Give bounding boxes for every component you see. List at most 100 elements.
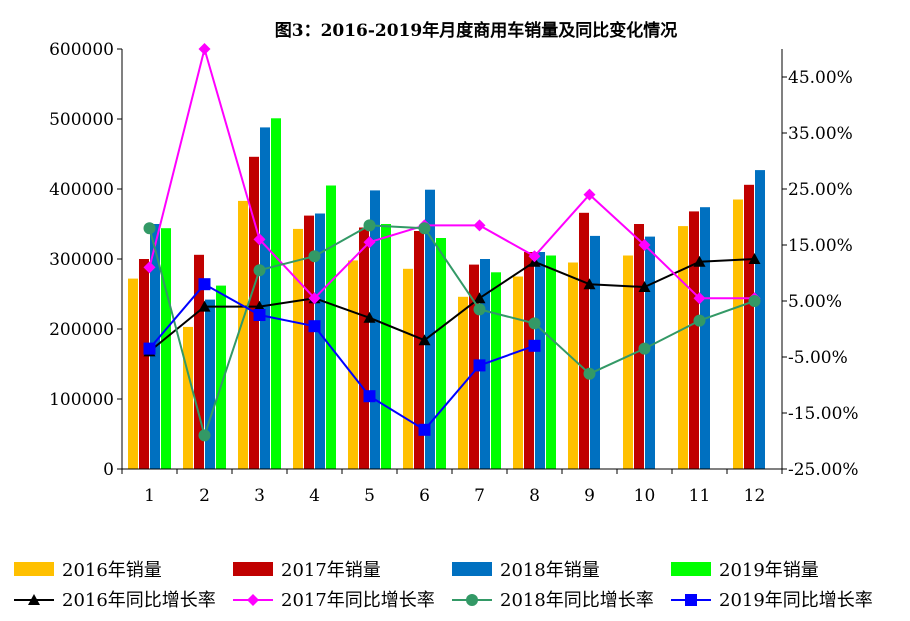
x-tick-label: 9	[584, 486, 595, 506]
y-right-tick-label: 35.00%	[788, 124, 853, 144]
legend-bar-swatch-3	[452, 562, 492, 576]
legend-line-marker-4	[685, 594, 697, 606]
bar-3-8	[535, 252, 545, 469]
line-1-point-12	[748, 253, 761, 264]
bar-3-12	[755, 170, 765, 469]
y-right-tick-label: 15.00%	[788, 236, 853, 256]
y-left-tick-label: 0	[103, 460, 114, 480]
legend-bar-swatch-1	[14, 562, 54, 576]
legend-bar-label-4: 2019年销量	[719, 560, 819, 581]
line-4-point-5	[363, 390, 376, 403]
legend-bar-label-3: 2018年销量	[500, 560, 600, 581]
line-3-point-5	[363, 219, 376, 232]
axes-layer: 0 100000 200000 300000 400000 500000 600000 -25…	[49, 40, 858, 506]
line-3-point-9	[583, 367, 596, 380]
line-1-point-10	[638, 281, 651, 292]
bar-3-9	[590, 235, 600, 469]
line-2-point-2	[198, 43, 211, 55]
bar-2-11	[689, 211, 699, 469]
line-2-point-11	[693, 292, 706, 305]
legend-line-marker-2	[247, 594, 259, 606]
y-left-tick-label: 500000	[49, 110, 114, 130]
chart-title: 图3：2016-2019年月度商用车销量及同比变化情况	[275, 20, 678, 41]
bar-1-10	[623, 255, 633, 469]
legend-line-label-4: 2019年同比增长率	[719, 590, 873, 611]
line-1-point-9	[583, 278, 596, 290]
lines-layer	[143, 43, 761, 442]
bar-2-5	[359, 227, 369, 469]
legend-line-label-1: 2016年同比增长率	[62, 590, 216, 611]
legend-bar-label-1: 2016年销量	[62, 560, 162, 581]
bar-1-9	[568, 262, 578, 469]
bar-1-6	[403, 268, 413, 469]
x-tick-label: 7	[474, 486, 485, 506]
bar-4-6	[436, 238, 446, 469]
line-series-4	[148, 283, 535, 431]
line-4-point-6	[418, 423, 431, 436]
bar-2-6	[414, 231, 424, 469]
line-3-point-4	[308, 250, 321, 263]
x-tick-label: 10	[634, 486, 656, 506]
line-2-point-4	[308, 292, 321, 305]
x-tick-label: 3	[254, 486, 265, 506]
y-left-tick-label: 200000	[49, 320, 114, 340]
line-2-point-9	[583, 188, 596, 201]
line-2-point-5	[363, 236, 376, 249]
y-left-tick-label: 300000	[49, 250, 114, 270]
line-1-point-3	[253, 300, 266, 312]
bar-2-12	[744, 184, 754, 470]
legend-line-marker-3	[466, 594, 478, 606]
line-2-point-1	[143, 261, 156, 274]
bar-3-10	[645, 236, 655, 469]
bar-1-11	[678, 226, 688, 469]
line-4-point-8	[528, 339, 541, 352]
x-tick-label: 5	[364, 486, 375, 506]
bar-3-3	[260, 127, 270, 470]
line-4-point-1	[143, 342, 156, 355]
bar-4-4	[326, 185, 336, 469]
y-right-tick-label: 5.00%	[788, 292, 842, 312]
line-2-point-10	[638, 239, 651, 251]
bar-4-8	[546, 255, 556, 469]
legend: 2016年销量 2017年销量 2018年销量 2019年销量 2016年同比增长率 20…	[14, 560, 873, 611]
line-2-point-8	[528, 250, 541, 263]
bar-1-3	[238, 200, 248, 469]
bar-1-1	[128, 278, 138, 469]
x-tick-label: 1	[144, 486, 155, 506]
bar-2-1	[139, 259, 149, 469]
bar-3-4	[315, 213, 325, 469]
line-1-point-11	[693, 255, 706, 267]
bars-layer	[128, 118, 765, 470]
x-tick-label: 8	[529, 486, 540, 506]
bar-3-6	[425, 189, 435, 469]
line-3-point-8	[528, 317, 541, 330]
line-3-point-7	[473, 303, 486, 316]
bar-2-2	[194, 254, 204, 469]
y-right-tick-label: -25.00%	[788, 460, 859, 480]
line-2-point-7	[473, 219, 486, 232]
legend-bar-swatch-2	[233, 562, 273, 576]
bar-4-2	[216, 285, 226, 469]
line-3-point-1	[143, 222, 156, 235]
bar-2-8	[524, 252, 534, 469]
bar-1-8	[513, 276, 523, 469]
x-tick-label: 12	[744, 486, 766, 506]
legend-bar-swatch-4	[671, 562, 711, 576]
bar-1-12	[733, 199, 743, 469]
bar-1-5	[348, 260, 358, 469]
bar-4-5	[381, 224, 391, 469]
y-left-tick-label: 100000	[49, 390, 114, 410]
line-1-point-6	[418, 334, 431, 346]
bar-3-11	[700, 207, 710, 469]
line-series-1	[148, 258, 755, 353]
line-1-point-5	[363, 311, 376, 323]
y-right-tick-label: 45.00%	[788, 68, 853, 88]
line-series-3	[148, 224, 755, 437]
line-3-point-10	[638, 342, 651, 355]
y-left-tick-label: 400000	[49, 180, 114, 200]
line-2-point-3	[253, 233, 266, 246]
bar-1-2	[183, 326, 193, 469]
line-3-point-12	[748, 295, 761, 307]
bar-1-4	[293, 228, 303, 469]
